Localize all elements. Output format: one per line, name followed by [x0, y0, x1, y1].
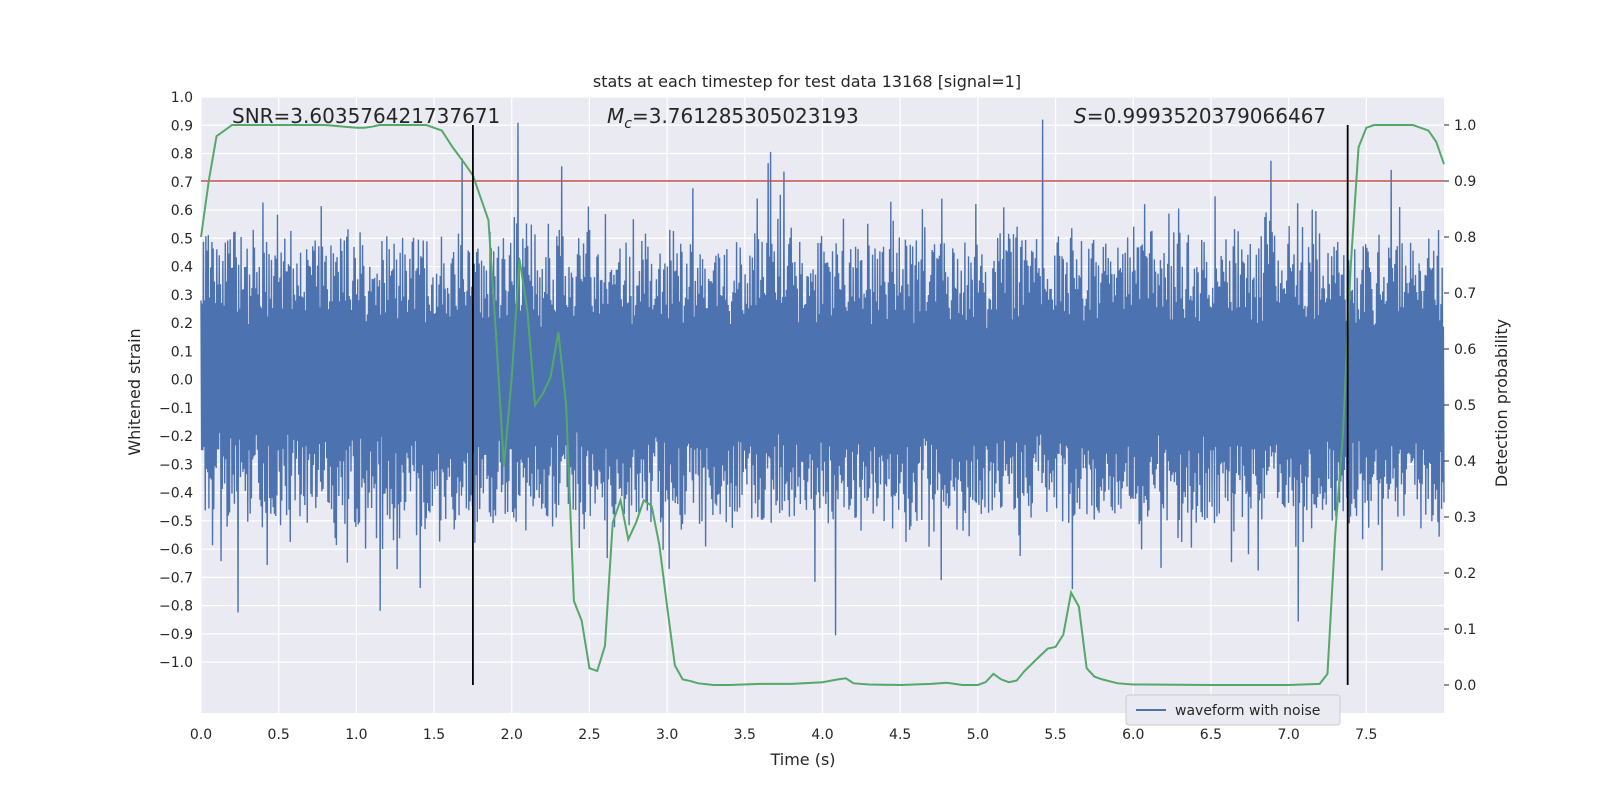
y-tick-label-right: 0.7 — [1454, 286, 1476, 302]
y-tick-label-left: −0.7 — [159, 570, 193, 586]
y-tick-label-right: 1.0 — [1454, 118, 1476, 134]
x-tick-label: 5.0 — [967, 727, 989, 743]
y-tick-label-right: 0.2 — [1454, 566, 1476, 582]
y-tick-label-left: 0.4 — [171, 260, 193, 276]
y-axis-left-ticks: 1.0 0.9 0.8 0.7 0.6 0.5 0.4 0.3 0.2 0.1 0.0 −0.1 −0.… — [159, 90, 193, 671]
y-tick-label-left: 0.6 — [171, 203, 193, 219]
y-tick-label-right: 0.1 — [1454, 622, 1476, 638]
score-value: =0.9993520379066467 — [1087, 104, 1326, 128]
y-tick-label-left: 0.1 — [171, 344, 193, 360]
y-tick-label-right: 0.6 — [1454, 342, 1476, 358]
legend-box — [1125, 694, 1341, 726]
y-tick-label-left: 0.0 — [171, 373, 193, 389]
x-tick-label: 2.5 — [578, 727, 600, 743]
x-tick-label: 3.0 — [656, 727, 678, 743]
y-tick-label-left: −0.4 — [159, 486, 193, 502]
y-tick-label-left: 1.0 — [171, 90, 193, 106]
chart-title: stats at each timestep for test data 131… — [593, 72, 1021, 91]
y-tick-label-left: −0.5 — [159, 514, 193, 530]
y-tick-label-right: 0.0 — [1454, 678, 1476, 694]
x-tick-label: 7.5 — [1355, 727, 1377, 743]
y-tick-label-left: −0.6 — [159, 542, 193, 558]
y-axis-right-ticks: 1.0 0.9 0.8 0.7 0.6 0.5 0.4 0.3 0.2 0.1 0.0 — [1444, 118, 1476, 694]
x-tick-label: 5.5 — [1044, 727, 1066, 743]
y-tick-label-left: 0.5 — [171, 231, 193, 247]
y-tick-label-right: 0.9 — [1454, 174, 1476, 190]
score-symbol: S — [1074, 104, 1087, 128]
x-tick-label: 2.0 — [501, 727, 523, 743]
score-annotation: S=0.9993520379066467 — [1074, 104, 1326, 128]
waveform-series — [200, 119, 1445, 636]
y-tick-label-right: 0.8 — [1454, 230, 1476, 246]
y-tick-label-right: 0.4 — [1454, 454, 1476, 470]
x-tick-label: 4.0 — [811, 727, 833, 743]
x-tick-label: 7.0 — [1277, 727, 1299, 743]
y-tick-label-left: 0.3 — [171, 288, 193, 304]
x-axis-ticks: 0.0 0.5 1.0 1.5 2.0 2.5 3.0 3.5 4.0 4.5 5.0 5.5 6.0 6… — [190, 727, 1378, 743]
y-tick-label-left: −0.8 — [159, 599, 193, 615]
snr-annotation: SNR=3.603576421737671 — [232, 104, 500, 128]
x-tick-label: 1.0 — [345, 727, 367, 743]
probability-series — [200, 124, 1445, 687]
y-tick-label-right: 0.5 — [1454, 398, 1476, 414]
y-axis-right-label: Detection probability — [1492, 319, 1511, 487]
y-tick-label-left: −0.1 — [159, 401, 193, 417]
chirp-mass-annotation: Mc=3.761285305023193⁤ — [607, 104, 859, 132]
y-tick-label-left: 0.9 — [171, 118, 193, 134]
y-tick-label-left: −0.9 — [159, 627, 193, 643]
legend: waveform with noise — [1125, 694, 1341, 726]
y-tick-label-left: −0.2 — [159, 429, 193, 445]
x-tick-label: 1.5 — [423, 727, 445, 743]
y-axis-left-label: Whitened strain — [125, 328, 144, 455]
chirp-mass-subscript: c — [624, 116, 632, 132]
x-axis-label: Time (s) — [769, 750, 835, 769]
y-tick-label-left: 0.2 — [171, 316, 193, 332]
waveform-line — [200, 119, 1445, 636]
y-tick-label-right: 0.3 — [1454, 510, 1476, 526]
y-tick-label-left: −0.3 — [159, 457, 193, 473]
x-tick-label: 0.0 — [190, 727, 212, 743]
legend-label: waveform with noise — [1175, 703, 1320, 719]
x-tick-label: 4.5 — [889, 727, 911, 743]
x-tick-label: 0.5 — [268, 727, 290, 743]
chirp-mass-value: =3.761285305023193⁤ — [632, 104, 859, 128]
probability-line — [200, 124, 1445, 687]
vertical-markers — [472, 125, 1349, 685]
y-tick-label-left: 0.7 — [171, 175, 193, 191]
x-tick-label: 6.5 — [1200, 727, 1222, 743]
chirp-mass-symbol: M — [607, 104, 624, 128]
x-tick-label: 6.0 — [1122, 727, 1144, 743]
y-tick-label-left: 0.8 — [171, 147, 193, 163]
y-tick-label-left: −1.0 — [159, 655, 193, 671]
x-tick-label: 3.5 — [734, 727, 756, 743]
